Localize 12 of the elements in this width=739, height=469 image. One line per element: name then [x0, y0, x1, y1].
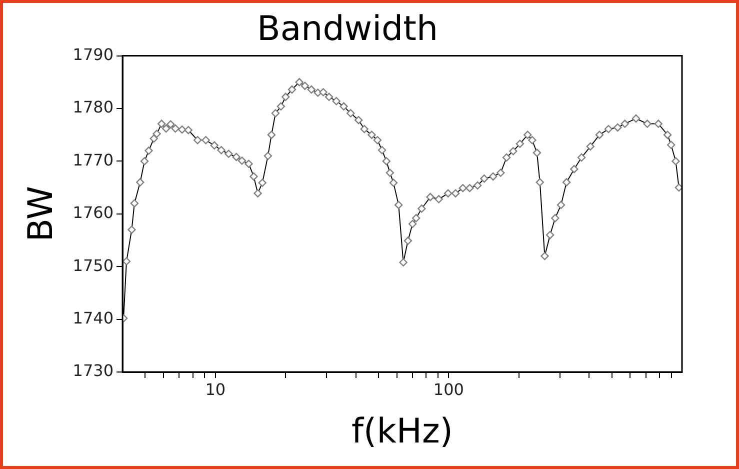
x-axis-title: f(kHz): [351, 411, 454, 452]
x-tick-label: 100: [433, 380, 464, 399]
y-tick-label: 1730: [72, 361, 114, 380]
y-tick-label: 1770: [72, 150, 114, 170]
y-tick-label: 1740: [72, 308, 114, 328]
y-tick-label: 1750: [72, 256, 114, 275]
x-tick-label: 10: [205, 380, 226, 399]
y-tick-label: 1760: [72, 203, 114, 222]
y-axis-title: BW: [21, 186, 62, 242]
chart-title: Bandwidth: [256, 9, 438, 50]
y-tick-label: 1780: [72, 98, 114, 117]
y-tick-label: 1790: [72, 44, 114, 64]
